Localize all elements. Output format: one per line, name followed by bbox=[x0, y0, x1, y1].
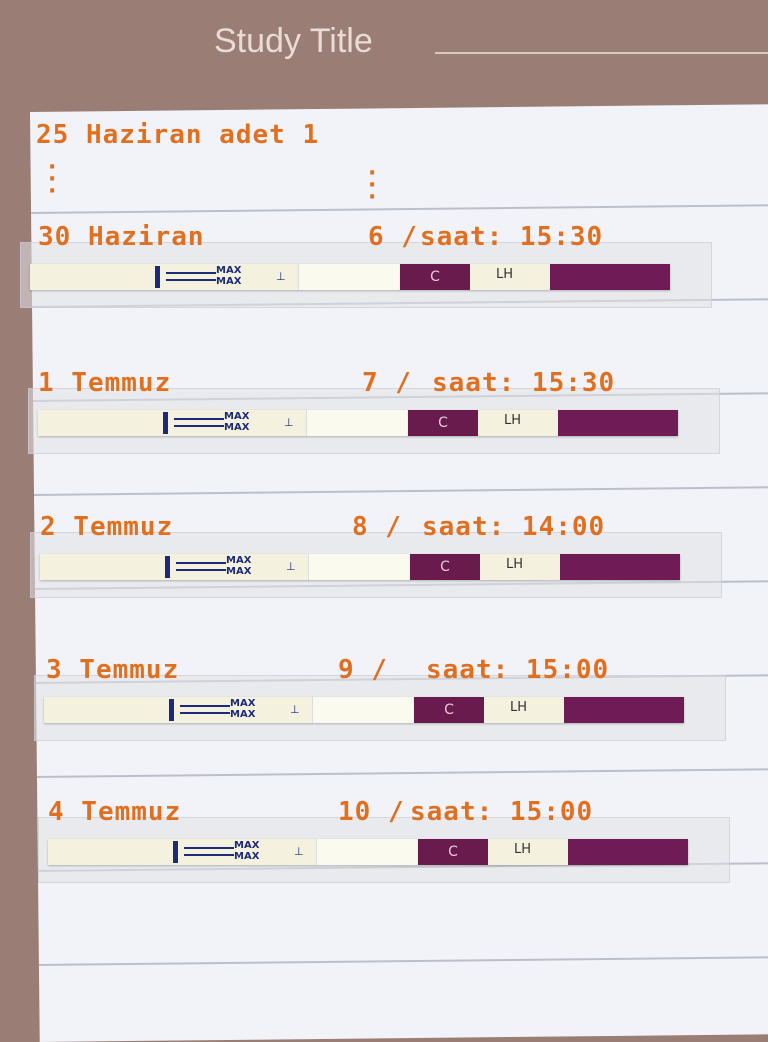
lh-test-strip: MAX MAX ⊥ C LH bbox=[40, 554, 680, 580]
strip-handle bbox=[568, 839, 688, 865]
strip-handle bbox=[560, 554, 680, 580]
max-label: MAX MAX bbox=[234, 840, 260, 862]
strip-max-line bbox=[169, 699, 174, 721]
control-band: C bbox=[418, 839, 488, 865]
entry-time: saat: 15:00 bbox=[426, 655, 610, 685]
result-window bbox=[312, 697, 413, 723]
control-band: C bbox=[410, 554, 480, 580]
entry-time: saat: 14:00 bbox=[422, 512, 606, 542]
entry-date: 1 Temmuz bbox=[38, 368, 172, 398]
control-band: C bbox=[408, 410, 478, 436]
t-mark: ⊥ bbox=[284, 416, 294, 429]
strip-max-line bbox=[155, 266, 160, 288]
ellipsis-mark: · · · bbox=[368, 161, 377, 210]
entry-date: 2 Temmuz bbox=[40, 512, 174, 542]
arrow-left-icon bbox=[184, 842, 234, 862]
result-window bbox=[298, 264, 399, 290]
period-note: 25 Haziran adet 1 bbox=[36, 120, 320, 150]
t-mark: ⊥ bbox=[290, 703, 300, 716]
entry-cycle-day: 10 / bbox=[338, 797, 405, 827]
entry-cycle-day: 6 / bbox=[368, 222, 418, 252]
lh-test-strip: MAX MAX ⊥ C LH bbox=[48, 839, 688, 865]
strip-max-line bbox=[165, 556, 170, 578]
strip-handle bbox=[564, 697, 684, 723]
entry-cycle-day: 9 / bbox=[338, 655, 388, 685]
lh-label: LH bbox=[506, 557, 524, 572]
lh-label: LH bbox=[504, 413, 522, 428]
title-underline bbox=[435, 52, 768, 54]
arrow-left-icon bbox=[176, 557, 226, 577]
entry-time: saat: 15:00 bbox=[410, 797, 594, 827]
entry-time: saat: 15:30 bbox=[420, 222, 604, 252]
t-mark: ⊥ bbox=[294, 845, 304, 858]
lh-test-strip: MAX MAX ⊥ C LH bbox=[30, 264, 670, 290]
entry-date: 4 Temmuz bbox=[48, 797, 182, 827]
entry-cycle-day: 8 / bbox=[352, 512, 402, 542]
lh-test-strip: MAX MAX ⊥ C LH bbox=[38, 410, 678, 436]
result-window bbox=[316, 839, 417, 865]
max-label: MAX MAX bbox=[224, 411, 250, 433]
max-label: MAX MAX bbox=[230, 698, 256, 720]
lh-label: LH bbox=[514, 842, 532, 857]
max-label: MAX MAX bbox=[226, 555, 252, 577]
strip-max-line bbox=[163, 412, 168, 434]
entry-date: 30 Haziran bbox=[38, 222, 205, 252]
lh-label: LH bbox=[496, 267, 514, 282]
entry-cycle-day: 7 / bbox=[362, 368, 412, 398]
t-mark: ⊥ bbox=[276, 270, 286, 283]
arrow-left-icon bbox=[166, 267, 216, 287]
entry-time: saat: 15:30 bbox=[432, 368, 616, 398]
ellipsis-mark: · · · bbox=[48, 155, 57, 204]
result-window bbox=[306, 410, 407, 436]
strip-max-line bbox=[173, 841, 178, 863]
t-mark: ⊥ bbox=[286, 560, 296, 573]
study-title: Study Title bbox=[214, 22, 373, 60]
strip-handle bbox=[558, 410, 678, 436]
entry-date: 3 Temmuz bbox=[46, 655, 180, 685]
arrow-left-icon bbox=[180, 700, 230, 720]
lh-test-strip: MAX MAX ⊥ C LH bbox=[44, 697, 684, 723]
result-window bbox=[308, 554, 409, 580]
control-band: C bbox=[414, 697, 484, 723]
strip-handle bbox=[550, 264, 670, 290]
control-band: C bbox=[400, 264, 470, 290]
arrow-left-icon bbox=[174, 413, 224, 433]
lh-label: LH bbox=[510, 700, 528, 715]
max-label: MAX MAX bbox=[216, 265, 242, 287]
